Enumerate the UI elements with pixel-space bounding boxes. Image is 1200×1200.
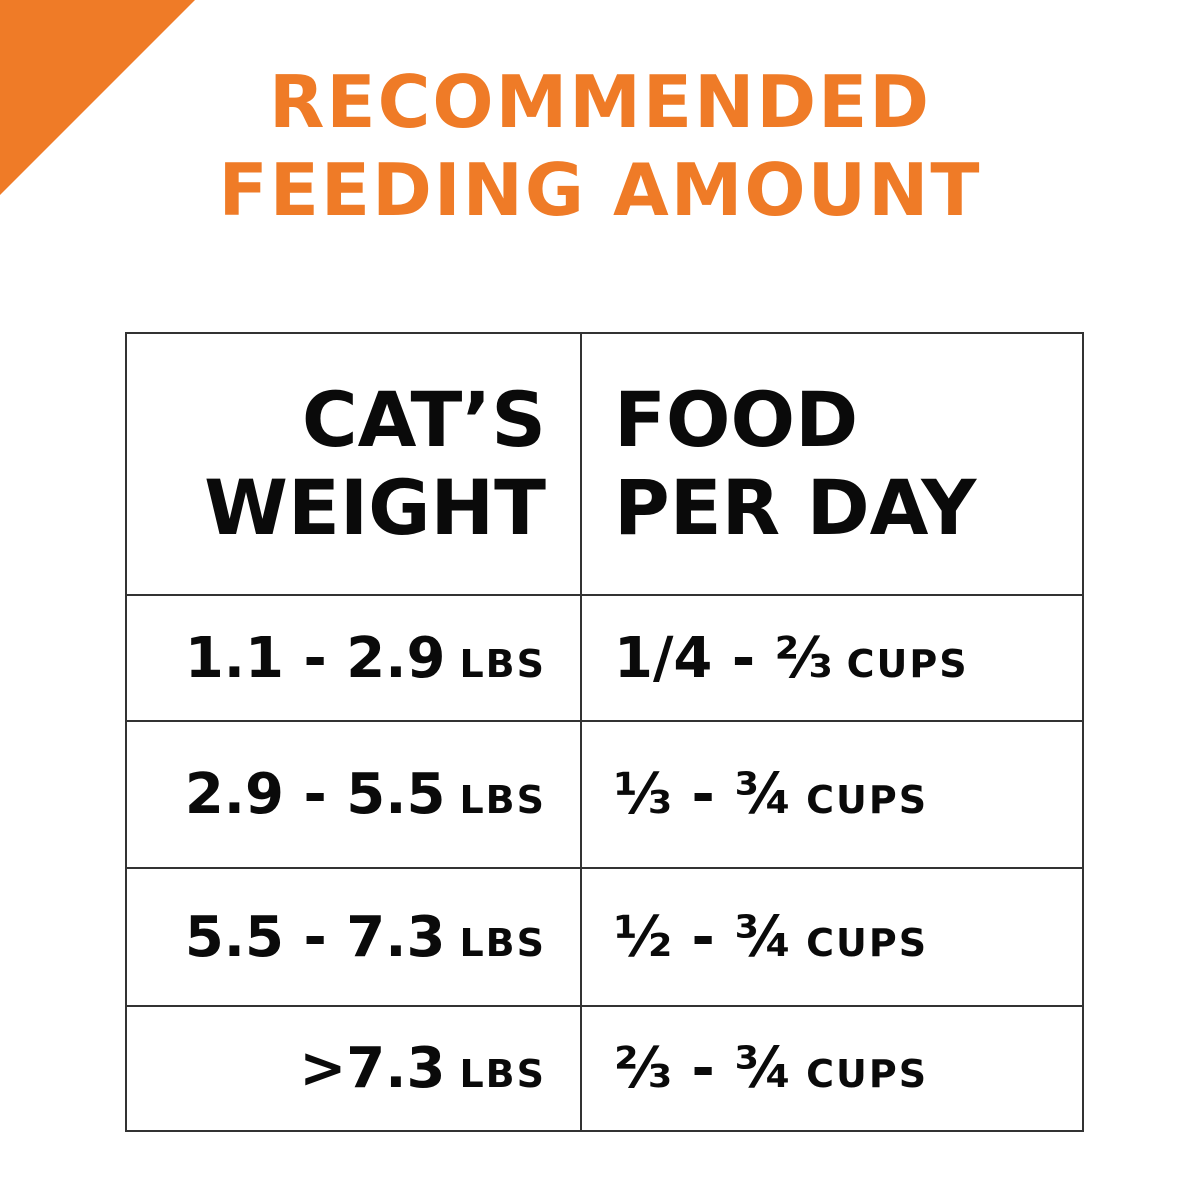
feeding-table: CAT’S WEIGHT FOOD PER DAY 1.1 - 2.9 LBS 1… xyxy=(125,332,1084,1132)
weight-value: >7.3 xyxy=(299,1036,446,1101)
weight-cell: 1.1 - 2.9 LBS xyxy=(125,594,582,722)
weight-value: 5.5 - 7.3 xyxy=(184,904,446,970)
food-value: ⅓ - ¾ xyxy=(614,762,793,827)
weight-unit: LBS xyxy=(459,920,546,965)
page-title: RECOMMENDED FEEDING AMOUNT xyxy=(0,58,1200,234)
food-value: ½ - ¾ xyxy=(614,904,793,970)
weight-value: 1.1 - 2.9 xyxy=(184,625,446,691)
food-value: 1/4 - ⅔ xyxy=(614,625,833,691)
food-cell: 1/4 - ⅔ CUPS xyxy=(580,594,1084,722)
food-cell: ⅓ - ¾ CUPS xyxy=(580,720,1084,869)
weight-unit: LBS xyxy=(459,778,546,822)
food-cell: ½ - ¾ CUPS xyxy=(580,867,1084,1007)
header-food-line-2: PER DAY xyxy=(614,463,977,552)
header-food-line-1: FOOD xyxy=(614,375,859,464)
title-line-2: FEEDING AMOUNT xyxy=(218,148,982,232)
food-value: ⅔ - ¾ xyxy=(614,1036,793,1101)
table-row: 2.9 - 5.5 LBS ⅓ - ¾ CUPS xyxy=(125,720,1084,869)
food-unit: CUPS xyxy=(806,920,929,965)
orange-corner-triangle xyxy=(0,0,195,195)
weight-cell: 2.9 - 5.5 LBS xyxy=(125,720,582,869)
header-food-per-day: FOOD PER DAY xyxy=(580,332,1084,596)
table-row: >7.3 LBS ⅔ - ¾ CUPS xyxy=(125,1005,1084,1132)
weight-cell: 5.5 - 7.3 LBS xyxy=(125,867,582,1007)
weight-unit: LBS xyxy=(459,1052,546,1096)
header-weight-line-2: WEIGHT xyxy=(204,463,546,552)
food-cell: ⅔ - ¾ CUPS xyxy=(580,1005,1084,1132)
title-line-1: RECOMMENDED xyxy=(268,60,932,144)
food-unit: CUPS xyxy=(846,641,969,686)
table-header-row: CAT’S WEIGHT FOOD PER DAY xyxy=(125,332,1084,596)
header-weight-line-1: CAT’S xyxy=(301,375,546,464)
weight-value: 2.9 - 5.5 xyxy=(184,762,446,827)
food-unit: CUPS xyxy=(806,778,929,822)
table-row: 1.1 - 2.9 LBS 1/4 - ⅔ CUPS xyxy=(125,594,1084,722)
weight-unit: LBS xyxy=(459,641,546,686)
header-cats-weight: CAT’S WEIGHT xyxy=(125,332,582,596)
table-row: 5.5 - 7.3 LBS ½ - ¾ CUPS xyxy=(125,867,1084,1007)
weight-cell: >7.3 LBS xyxy=(125,1005,582,1132)
food-unit: CUPS xyxy=(806,1052,929,1096)
